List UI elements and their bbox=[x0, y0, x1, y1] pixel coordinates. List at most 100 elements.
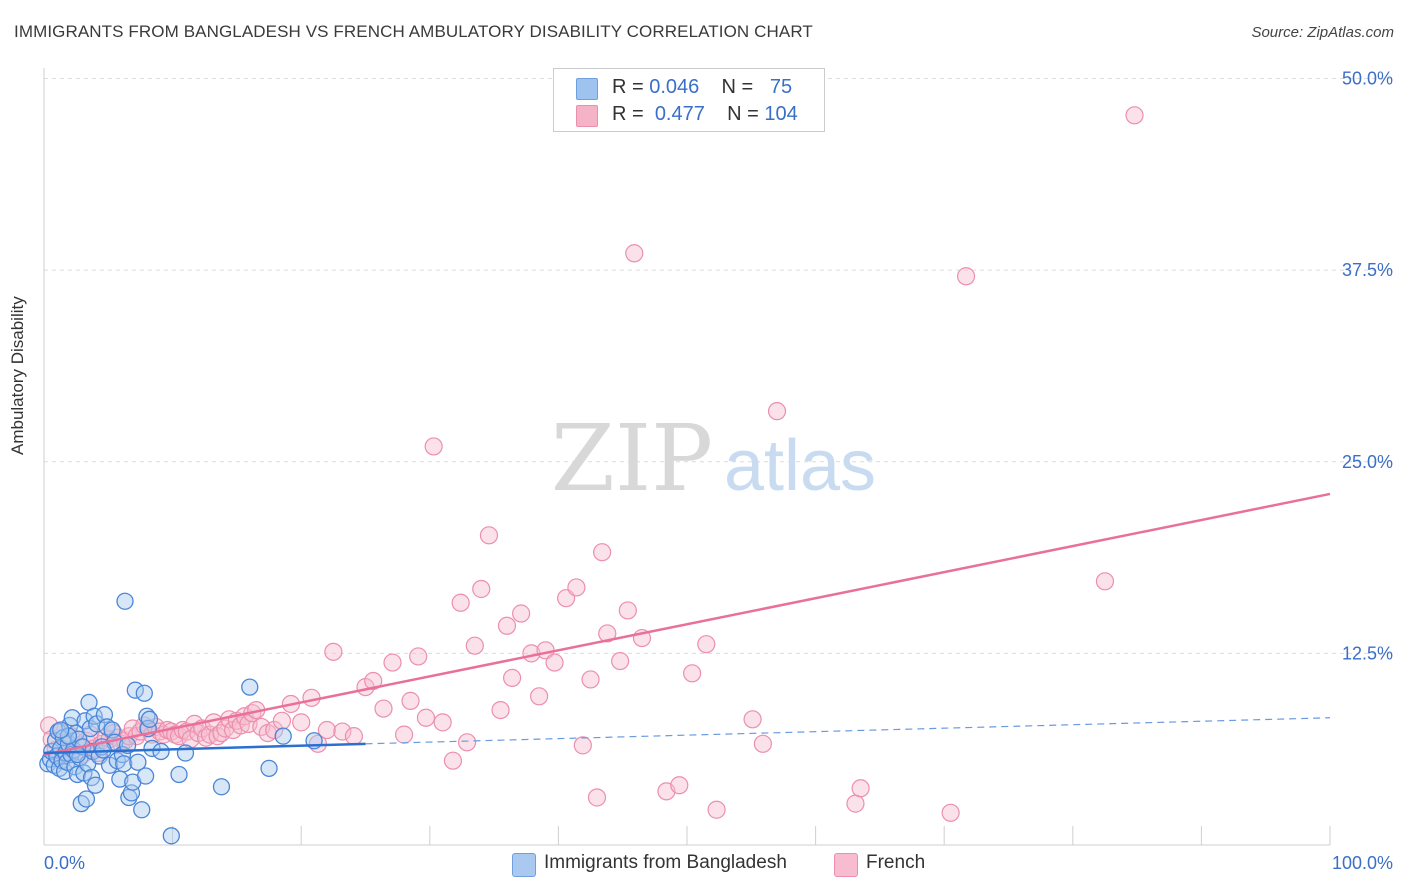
data-point-french bbox=[581, 670, 600, 689]
data-point-french bbox=[618, 601, 637, 620]
data-point-french bbox=[302, 688, 321, 707]
data-point-french bbox=[424, 437, 443, 456]
y-tick-label: 25.0% bbox=[1342, 452, 1393, 472]
data-point-french bbox=[364, 671, 383, 691]
trend-lines bbox=[43, 492, 1331, 756]
legend-n-value: 104 bbox=[764, 103, 798, 125]
data-point-french bbox=[333, 722, 352, 741]
data-point-french bbox=[767, 402, 787, 421]
data-point-french bbox=[697, 635, 716, 654]
legend: R = 0.046 N = 75 R = 0.477 N = 104 bbox=[553, 68, 825, 132]
data-point-french bbox=[743, 710, 762, 729]
data-point-bangladesh bbox=[143, 739, 161, 758]
data-point-french bbox=[512, 604, 531, 623]
data-point-bangladesh bbox=[133, 801, 151, 819]
data-point-french bbox=[272, 711, 292, 730]
data-point-bangladesh bbox=[212, 778, 231, 796]
trend-line-french bbox=[43, 492, 1331, 756]
data-point-bangladesh bbox=[77, 790, 96, 808]
data-point-bangladesh bbox=[274, 727, 292, 745]
bottom-legend-label: Immigrants from Bangladesh bbox=[544, 852, 787, 873]
data-point-french bbox=[545, 653, 564, 672]
data-point-french bbox=[611, 651, 630, 671]
data-point-bangladesh bbox=[98, 718, 116, 736]
data-point-french bbox=[941, 803, 960, 822]
legend-n-value: 75 bbox=[769, 76, 793, 98]
data-point-french bbox=[683, 664, 702, 683]
data-point-french bbox=[1095, 572, 1115, 591]
data-point-french bbox=[401, 691, 420, 710]
x-tick-label: 100.0% bbox=[1332, 853, 1393, 873]
data-point-bangladesh bbox=[115, 755, 133, 773]
data-point-french bbox=[40, 716, 59, 735]
grid-lines bbox=[44, 78, 1392, 654]
data-point-french bbox=[587, 788, 607, 807]
tick-labels: 12.5% 25.0% 37.5% 50.0% 0.0% 100.0% bbox=[44, 69, 1393, 874]
data-point-french bbox=[374, 699, 393, 718]
data-point-bangladesh bbox=[138, 707, 156, 725]
data-point-bangladesh bbox=[135, 684, 153, 702]
data-point-french bbox=[292, 713, 311, 732]
x-tick-label: 0.0% bbox=[44, 853, 85, 873]
data-point-french bbox=[598, 624, 617, 643]
data-point-french bbox=[753, 734, 772, 753]
y-tick-label: 37.5% bbox=[1342, 260, 1393, 280]
data-point-bangladesh bbox=[176, 744, 195, 762]
data-point-french bbox=[1125, 106, 1144, 125]
data-point-french bbox=[567, 578, 586, 597]
legend-swatch-bangladesh bbox=[576, 78, 598, 100]
y-tick-label: 12.5% bbox=[1342, 643, 1393, 663]
watermark-atlas: atlas bbox=[724, 426, 876, 506]
data-point-french bbox=[956, 267, 976, 286]
chart-title: IMMIGRANTS FROM BANGLADESH VS FRENCH AMB… bbox=[14, 22, 813, 41]
data-point-french bbox=[497, 616, 517, 635]
data-point-french bbox=[324, 642, 343, 661]
data-point-french bbox=[394, 725, 414, 744]
data-point-french bbox=[231, 716, 250, 735]
data-point-french bbox=[573, 736, 592, 755]
data-point-french bbox=[491, 700, 510, 720]
data-point-french bbox=[443, 751, 463, 770]
data-point-bangladesh bbox=[116, 592, 134, 610]
source-label: Source: ZipAtlas.com bbox=[1251, 24, 1394, 41]
data-point-french bbox=[472, 579, 491, 599]
bottom-legend-swatch-french bbox=[834, 853, 858, 877]
data-point-bangladesh bbox=[68, 765, 87, 784]
data-point-french bbox=[479, 526, 499, 545]
legend-r-value: 0.477 bbox=[654, 103, 705, 125]
data-point-french bbox=[503, 668, 522, 688]
y-tick-label: 50.0% bbox=[1342, 69, 1393, 89]
data-point-bangladesh bbox=[162, 827, 180, 845]
trend-line-bangladesh bbox=[43, 742, 366, 755]
data-point-bangladesh bbox=[52, 721, 70, 739]
data-point-bangladesh bbox=[126, 681, 144, 699]
data-point-french bbox=[383, 653, 402, 672]
data-point-bangladesh bbox=[86, 776, 105, 794]
y-axis-label: Ambulatory Disability bbox=[8, 296, 27, 455]
legend-n-label: N = bbox=[727, 103, 765, 125]
data-point-french bbox=[457, 733, 477, 752]
watermark: ZIP atlas bbox=[551, 405, 876, 512]
bottom-legend-label: French bbox=[866, 852, 926, 873]
data-point-bangladesh bbox=[241, 678, 259, 696]
data-point-bangladesh bbox=[140, 710, 159, 728]
data-point-french bbox=[625, 244, 644, 263]
axes bbox=[43, 68, 1331, 846]
legend-n-label: N = bbox=[721, 76, 759, 98]
bottom-legend-swatch-bangladesh bbox=[512, 853, 536, 877]
data-point-french bbox=[846, 794, 865, 813]
legend-r-label: R = bbox=[612, 103, 650, 125]
data-point-french bbox=[465, 636, 484, 655]
data-point-bangladesh bbox=[129, 753, 147, 771]
data-point-french bbox=[530, 687, 549, 706]
trend-line-bangladesh-extension bbox=[365, 717, 1331, 745]
data-point-french bbox=[317, 720, 337, 740]
data-point-french bbox=[670, 776, 689, 795]
legend-r-label: R = bbox=[612, 76, 650, 98]
data-point-french bbox=[416, 708, 436, 727]
data-point-french bbox=[707, 800, 726, 819]
data-point-bangladesh bbox=[260, 759, 278, 777]
data-point-french bbox=[344, 727, 364, 746]
data-point-french bbox=[593, 543, 612, 562]
